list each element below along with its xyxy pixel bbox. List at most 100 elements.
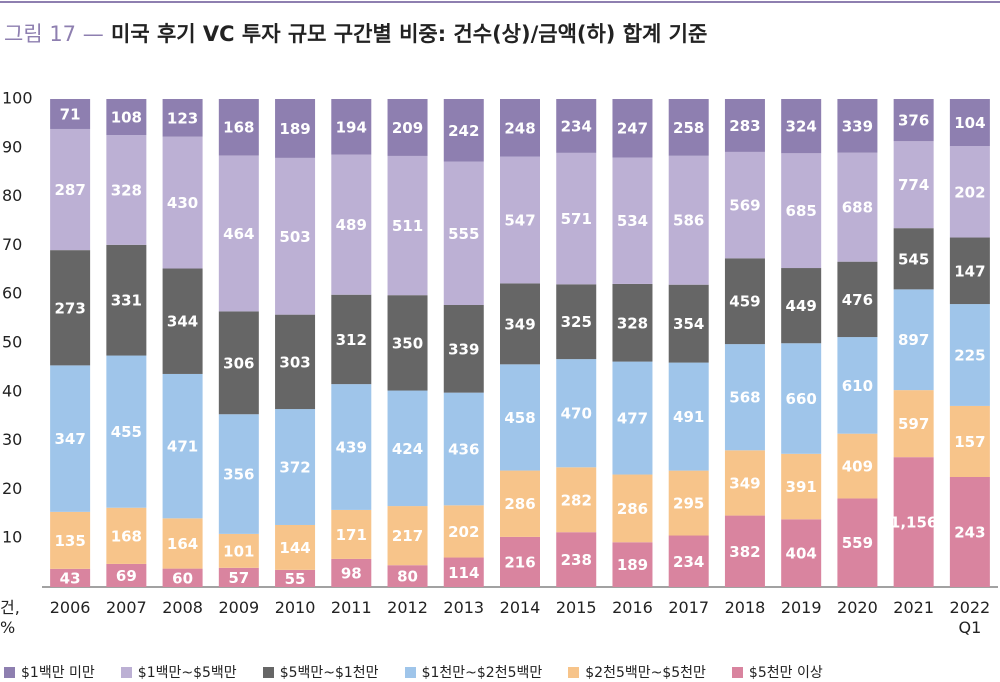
bar-segment: [949, 405, 990, 477]
bar-segment: [724, 344, 765, 451]
value-label: 409: [842, 458, 873, 476]
bar-segment: [724, 515, 765, 587]
bar-segment: [724, 258, 765, 345]
legend-label: $1천만~$2천5백만: [421, 665, 543, 681]
value-label: 209: [392, 119, 423, 137]
legend-item: $1백만 미만: [4, 662, 95, 682]
bar-segment: [837, 433, 878, 499]
bar-segment: [50, 511, 91, 569]
value-label: 376: [898, 112, 929, 130]
value-label: 123: [167, 109, 198, 127]
value-label: 234: [673, 553, 704, 571]
bar-segment: [668, 470, 709, 536]
value-label: 547: [504, 211, 535, 229]
bar-segment: [893, 390, 934, 458]
bar-segment: [106, 507, 147, 564]
bar-segment: [106, 135, 147, 245]
value-label: 114: [448, 564, 479, 582]
bar-segment: [218, 533, 259, 568]
bar-segment: [781, 453, 822, 520]
value-label: 242: [448, 122, 479, 140]
value-label: 328: [617, 314, 648, 332]
x-tick-label: 2019: [780, 598, 822, 617]
x-tick-label: 2014: [499, 598, 541, 617]
value-label: 356: [223, 466, 254, 484]
value-label: 344: [167, 313, 198, 331]
bar-segment: [837, 152, 878, 262]
legend-label: $5천만 이상: [748, 665, 823, 681]
bar-segment: [387, 506, 428, 566]
bar-segment: [106, 355, 147, 508]
value-label: 534: [617, 212, 648, 230]
value-label: 135: [54, 532, 85, 550]
bar-segment: [387, 390, 428, 507]
value-label: 391: [786, 478, 817, 496]
bar-segment: [162, 518, 203, 569]
value-label: 424: [392, 440, 423, 458]
value-label: 189: [617, 556, 648, 574]
bar-segment: [331, 154, 372, 295]
bar-segment: [612, 542, 653, 587]
bar-segment: [724, 99, 765, 152]
x-tick-label: 2021: [893, 598, 934, 617]
bar-segment: [387, 565, 428, 587]
value-label: 104: [954, 114, 985, 132]
value-label: 80: [397, 568, 418, 586]
value-label: 569: [729, 197, 760, 215]
bar-segment: [331, 509, 372, 559]
value-label: 477: [617, 410, 648, 428]
bar-segment: [331, 99, 372, 155]
value-label: 60: [172, 569, 193, 587]
value-label: 586: [673, 212, 704, 230]
bar-segment: [331, 384, 372, 510]
value-label: 71: [60, 105, 81, 123]
bar-segment: [218, 155, 259, 312]
bar-segment: [500, 99, 540, 157]
value-label: 436: [448, 440, 479, 458]
bar-segment: [612, 361, 653, 475]
y-tick-label: 40: [2, 381, 22, 400]
value-label: 101: [223, 542, 254, 560]
value-label: 144: [279, 539, 310, 557]
value-label: 449: [786, 297, 817, 315]
value-label: 194: [336, 118, 367, 136]
value-label: 217: [392, 527, 423, 545]
bar-segment: [668, 155, 709, 285]
bar-segment: [106, 244, 147, 356]
value-label: 324: [786, 118, 817, 136]
legend-item: $5천만 이상: [731, 662, 823, 682]
value-label: 1,156: [890, 514, 937, 532]
value-label: 98: [341, 564, 362, 582]
bar-segment: [949, 99, 990, 147]
value-label: 225: [954, 346, 985, 364]
x-tick-label: 2011: [330, 598, 372, 617]
y-tick-label: 100: [2, 89, 33, 108]
value-label: 382: [729, 543, 760, 561]
figure-label: 그림 17 —: [4, 22, 104, 46]
value-label: 610: [842, 377, 873, 395]
value-label: 545: [898, 250, 929, 268]
bar-segment: [162, 136, 203, 269]
legend-label: $1백만 미만: [21, 665, 95, 681]
value-label: 273: [54, 299, 85, 317]
value-label: 202: [448, 523, 479, 541]
bar-segment: [949, 237, 990, 305]
value-label: 774: [898, 176, 929, 194]
value-label: 439: [336, 439, 367, 457]
bar-segment: [331, 558, 372, 587]
value-label: 347: [54, 430, 85, 448]
bar-segment: [218, 99, 259, 156]
legend-swatch: [4, 666, 15, 678]
bar-segment: [500, 364, 540, 471]
x-tick-label: 2006: [49, 598, 91, 617]
y-axis-label: 건, %: [0, 598, 20, 637]
value-label: 559: [842, 534, 873, 552]
y-tick-label: 10: [2, 528, 22, 547]
value-label: 258: [673, 119, 704, 137]
value-label: 306: [223, 354, 254, 372]
bar-segment: [275, 314, 316, 410]
bar-segment: [949, 146, 990, 238]
y-tick-label: 50: [2, 333, 22, 352]
